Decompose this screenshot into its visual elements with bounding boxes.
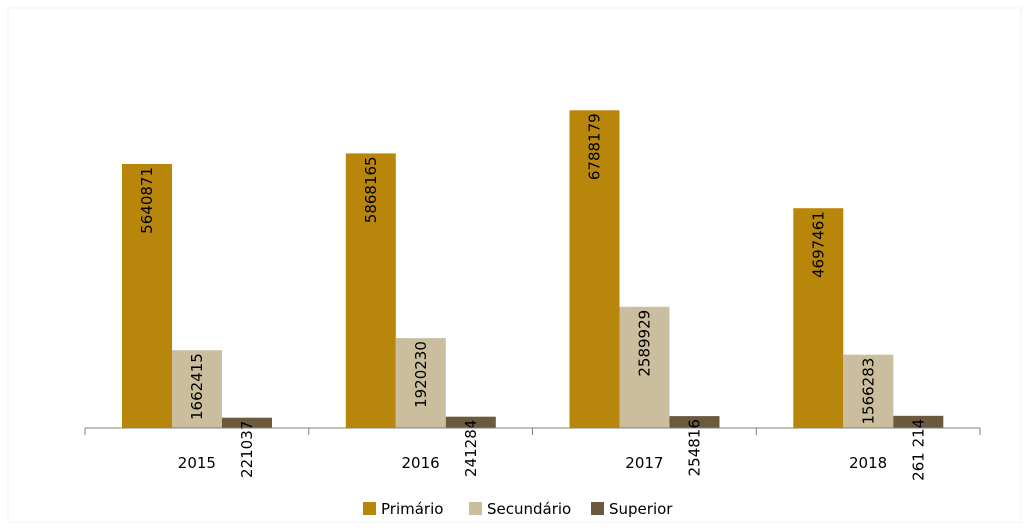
x-tick-label-2016: 2016: [402, 454, 440, 472]
data-label-2018-superior: 261 214: [909, 419, 927, 481]
data-label-2015-superior: 221037: [238, 421, 256, 478]
data-label-2017-primario: 6788179: [586, 113, 604, 180]
x-tick-label-2015: 2015: [178, 454, 216, 472]
legend-label-superior: Superior: [609, 500, 673, 518]
bar-2015-primario: [122, 164, 172, 428]
bar-2016-superior: [445, 416, 496, 428]
x-tick-label-2018: 2018: [849, 454, 887, 472]
legend-swatch-primario: [363, 502, 376, 515]
bar-2015-secundario: [172, 350, 222, 428]
legend-swatch-superior: [591, 502, 604, 515]
chart-frame: [7, 7, 1022, 523]
legend: Primário Secundário Superior: [363, 500, 673, 518]
bar-2018-superior: [893, 415, 944, 428]
data-label-2015-primario: 5640871: [138, 167, 156, 234]
bar-2018-secundario: [843, 354, 894, 428]
legend-label-secundario: Secundário: [487, 500, 571, 518]
bar-2017-secundario: [619, 306, 670, 428]
bars-layer: [122, 110, 944, 429]
data-labels-layer: 5640871 1662415 221037 5868165 1920230 241284…: [138, 113, 927, 481]
bar-2016-primario: [345, 153, 396, 428]
bar-2017-superior: [669, 416, 720, 428]
data-label-2018-primario: 4697461: [809, 211, 827, 278]
data-label-2016-primario: 5868165: [362, 156, 380, 223]
x-tick-label-2017: 2017: [625, 454, 663, 472]
data-label-2018-secundario: 1566283: [859, 358, 877, 425]
data-label-2016-secundario: 1920230: [412, 341, 430, 408]
data-label-2017-superior: 254816: [686, 419, 704, 476]
x-axis: 2015 2016 2017 2018: [84, 427, 981, 472]
legend-swatch-secundario: [469, 502, 482, 515]
bar-2016-secundario: [395, 338, 446, 428]
bar-2015-superior: [222, 417, 272, 428]
data-label-2016-superior: 241284: [462, 420, 480, 477]
data-label-2015-secundario: 1662415: [188, 353, 206, 420]
bar-2017-primario: [569, 110, 620, 429]
legend-label-primario: Primário: [381, 500, 443, 518]
data-label-2017-secundario: 2589929: [636, 310, 654, 377]
bar-2018-primario: [793, 208, 844, 428]
